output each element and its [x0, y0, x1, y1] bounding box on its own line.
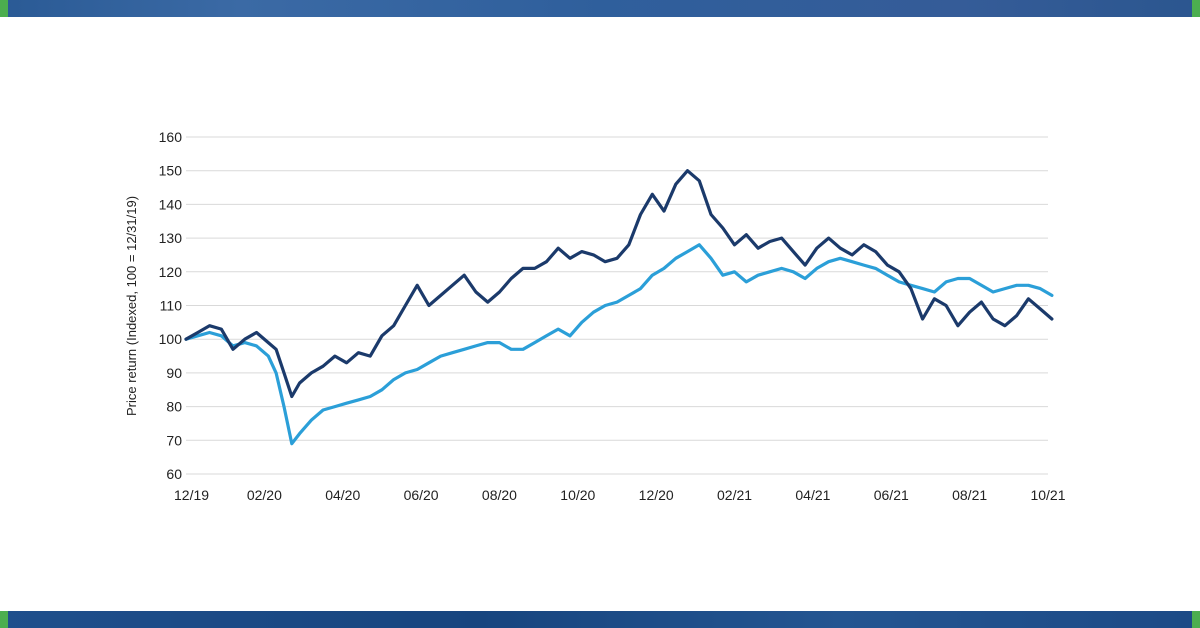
x-tick-label: 06/21 — [874, 487, 909, 503]
x-tick-label: 12/19 — [174, 487, 209, 503]
top-left-accent — [0, 0, 8, 17]
x-axis-ticks: 12/19 02/20 04/20 06/20 08/20 10/20 12/20 02/21… — [174, 487, 1066, 503]
x-tick-label: 04/21 — [795, 487, 830, 503]
x-tick-label: 04/20 — [325, 487, 360, 503]
x-tick-label: 02/20 — [247, 487, 282, 503]
y-tick-label: 80 — [166, 399, 182, 415]
bottom-right-accent — [1192, 611, 1200, 628]
top-right-accent — [1192, 0, 1200, 17]
y-tick-label: 160 — [159, 129, 183, 145]
y-tick-label: 120 — [159, 264, 183, 280]
x-tick-label: 06/20 — [404, 487, 439, 503]
x-tick-label: 02/21 — [717, 487, 752, 503]
y-tick-label: 90 — [166, 365, 182, 381]
series-line-dark — [184, 169, 1054, 399]
y-tick-label: 130 — [159, 230, 183, 246]
y-tick-label: 150 — [159, 163, 183, 179]
bottom-brand-bar — [0, 611, 1200, 628]
y-axis-label: Price return (Indexed, 100 = 12/31/19) — [124, 196, 139, 416]
x-tick-label: 08/21 — [952, 487, 987, 503]
series-lines — [184, 169, 1054, 446]
x-tick-label: 10/21 — [1030, 487, 1065, 503]
x-tick-label: 12/20 — [639, 487, 674, 503]
y-tick-label: 110 — [160, 298, 183, 314]
y-tick-label: 70 — [166, 432, 182, 448]
bottom-left-accent — [0, 611, 8, 628]
top-brand-bar — [0, 0, 1200, 17]
y-axis-ticks: 60 70 80 90 100 110 120 130 140 150 160 — [159, 129, 183, 482]
y-tick-label: 60 — [166, 466, 182, 482]
x-tick-label: 10/20 — [560, 487, 595, 503]
y-tick-label: 100 — [159, 331, 183, 347]
series-line-light — [184, 243, 1054, 446]
y-tick-label: 140 — [159, 196, 183, 212]
x-tick-label: 08/20 — [482, 487, 517, 503]
